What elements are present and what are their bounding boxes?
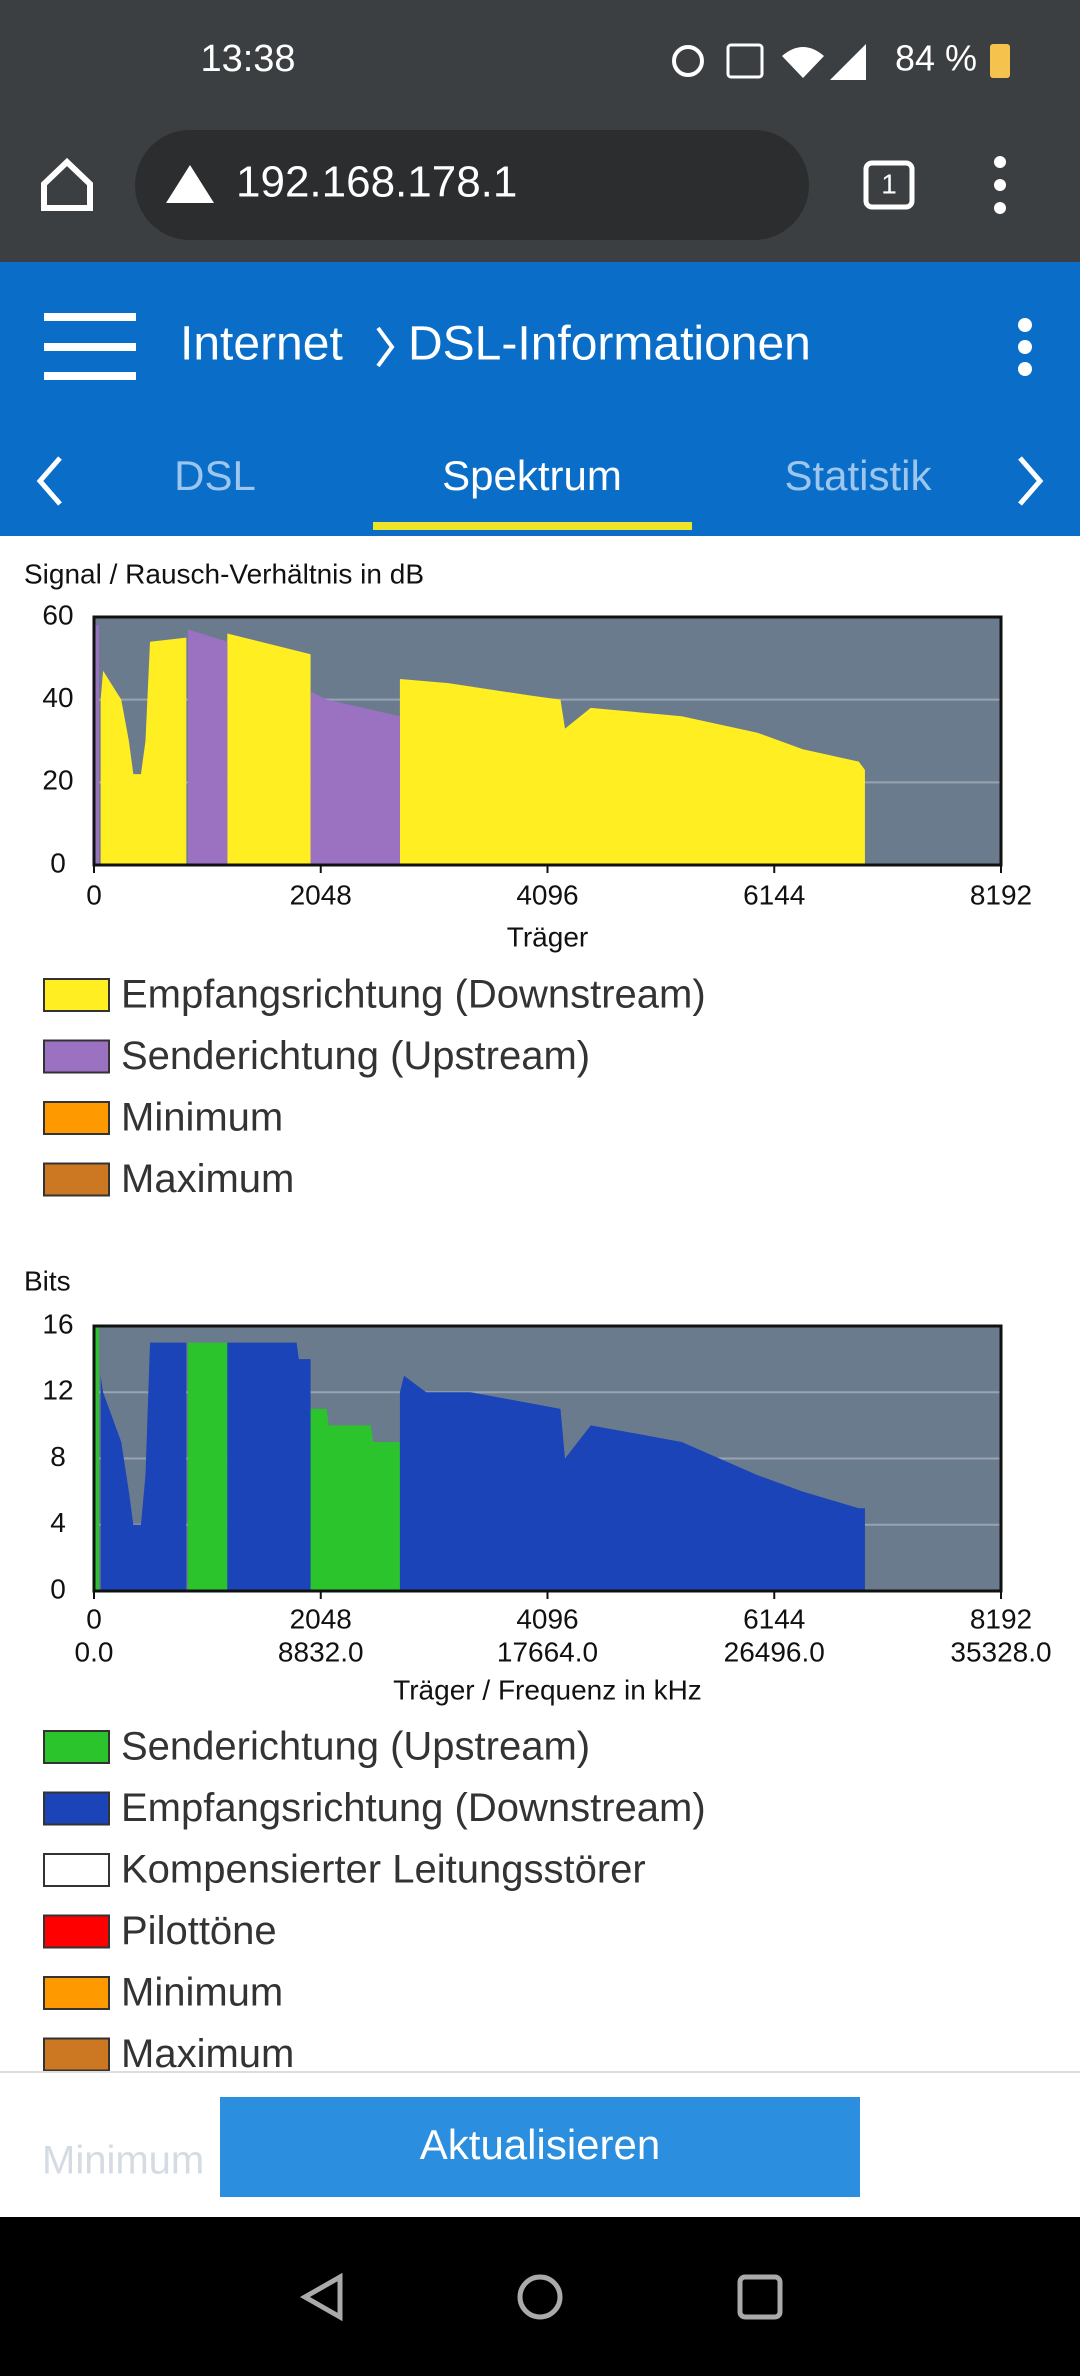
x2-tick-label: 17664.0 xyxy=(497,1636,598,1667)
legend-label: Maximum xyxy=(121,1157,294,1201)
x-tick-label: 8192 xyxy=(970,1603,1032,1634)
x-tick-label: 2048 xyxy=(290,1603,352,1634)
nav-back[interactable] xyxy=(299,2272,343,2322)
y-axis-title: Signal / Rausch-Verhältnis in dB xyxy=(24,558,424,589)
area-segment xyxy=(187,629,228,865)
y-tick-label: 40 xyxy=(42,682,73,713)
x-tick-label: 4096 xyxy=(516,1603,578,1634)
legend-label: Minimum xyxy=(121,1096,283,1140)
x-tick-label: 0 xyxy=(86,1603,102,1634)
battery-icon xyxy=(990,44,1010,78)
legend-label: Senderichtung (Upstream) xyxy=(121,1725,590,1769)
legend-label: Maximum xyxy=(121,2032,294,2076)
area-segment xyxy=(100,637,187,865)
area-segment xyxy=(187,1342,228,1591)
area-segment xyxy=(100,1342,187,1591)
browser-menu[interactable] xyxy=(994,156,1006,214)
x-tick-label: 4096 xyxy=(516,879,578,910)
y-tick-label: 0 xyxy=(50,1573,66,1604)
nav-home[interactable] xyxy=(517,2274,563,2320)
tabs-button[interactable] xyxy=(863,160,915,210)
y-axis-title: Bits xyxy=(24,1265,71,1296)
battery-level: 84 % xyxy=(895,38,977,79)
refresh-button[interactable] xyxy=(220,2097,860,2197)
y-tick-label: 0 xyxy=(50,847,66,878)
x2-tick-label: 26496.0 xyxy=(724,1636,825,1667)
tab-indicator xyxy=(373,522,692,530)
action-panel: Minimum Aktualisieren xyxy=(0,2071,1080,2376)
area-segment xyxy=(399,1375,865,1591)
legend-swatch xyxy=(43,1791,110,1826)
warning-icon xyxy=(166,165,214,203)
x-tick-label: 6144 xyxy=(743,1603,805,1634)
y-tick-label: 60 xyxy=(42,599,73,630)
legend-swatch xyxy=(43,2037,110,2072)
x-axis-title: Träger xyxy=(507,921,588,952)
home-button[interactable] xyxy=(41,157,93,211)
nav-recents[interactable] xyxy=(737,2274,783,2320)
area-segment xyxy=(227,1342,311,1591)
area-segment xyxy=(399,679,865,865)
tab[interactable]: DSL xyxy=(174,452,256,499)
x-tick-label: 0 xyxy=(86,879,102,910)
legend-swatch xyxy=(43,1101,110,1135)
legend-swatch xyxy=(43,1976,110,2010)
x2-tick-label: 8832.0 xyxy=(278,1636,364,1667)
tab[interactable]: Statistik xyxy=(784,452,932,499)
area-segment xyxy=(310,691,400,865)
status-icons xyxy=(672,43,866,80)
charts: Signal / Rausch-Verhältnis in dB02040600… xyxy=(24,558,1052,2076)
legend-swatch xyxy=(43,1162,110,1197)
legend-swatch xyxy=(43,1039,110,1074)
x2-tick-label: 35328.0 xyxy=(950,1636,1051,1667)
breadcrumb-separator xyxy=(376,326,395,368)
x-axis-title: Träger / Frequenz in kHz xyxy=(393,1674,702,1705)
legend-label: Empfangsrichtung (Downstream) xyxy=(121,973,706,1017)
tab-active[interactable]: Spektrum xyxy=(442,452,622,499)
x2-tick-label: 0.0 xyxy=(75,1636,114,1667)
clock: 13:38 xyxy=(200,38,295,80)
legend-label: Pilottöne xyxy=(121,1909,277,1953)
legend-label: Senderichtung (Upstream) xyxy=(121,1034,590,1078)
legend-label: Empfangsrichtung (Downstream) xyxy=(121,1786,706,1830)
y-tick-label: 8 xyxy=(50,1441,66,1472)
legend-swatch xyxy=(43,1914,110,1949)
y-tick-label: 12 xyxy=(42,1375,73,1406)
y-tick-label: 4 xyxy=(50,1507,66,1538)
area-segment xyxy=(227,633,311,865)
refresh-label: Aktualisieren xyxy=(420,2121,660,2168)
y-tick-label: 16 xyxy=(42,1308,73,1339)
y-tick-label: 20 xyxy=(42,765,73,796)
menu-button[interactable] xyxy=(44,313,136,380)
x-tick-label: 8192 xyxy=(970,879,1032,910)
x-tick-label: 2048 xyxy=(290,879,352,910)
legend-swatch xyxy=(43,1730,110,1764)
tab-prev[interactable] xyxy=(36,456,62,506)
breadcrumb-page: DSL-Informationen xyxy=(408,318,811,371)
legend-swatch xyxy=(43,1853,110,1887)
legend-label: Minimum xyxy=(121,1971,283,2015)
legend-swatch xyxy=(43,978,110,1012)
x-tick-label: 6144 xyxy=(743,879,805,910)
app-menu[interactable] xyxy=(1018,318,1032,376)
tab-count: 1 xyxy=(881,168,897,199)
tab-next[interactable] xyxy=(1018,456,1044,506)
faded-hint: Minimum xyxy=(42,2139,204,2183)
url-bar[interactable] xyxy=(135,130,809,240)
url: 192.168.178.1 xyxy=(236,158,517,207)
nav-bar xyxy=(0,2217,1080,2376)
legend-label: Kompensierter Leitungsstörer xyxy=(121,1848,646,1892)
app-bar xyxy=(0,262,1080,536)
breadcrumb-section[interactable]: Internet xyxy=(180,318,343,371)
area-segment xyxy=(310,1408,400,1591)
